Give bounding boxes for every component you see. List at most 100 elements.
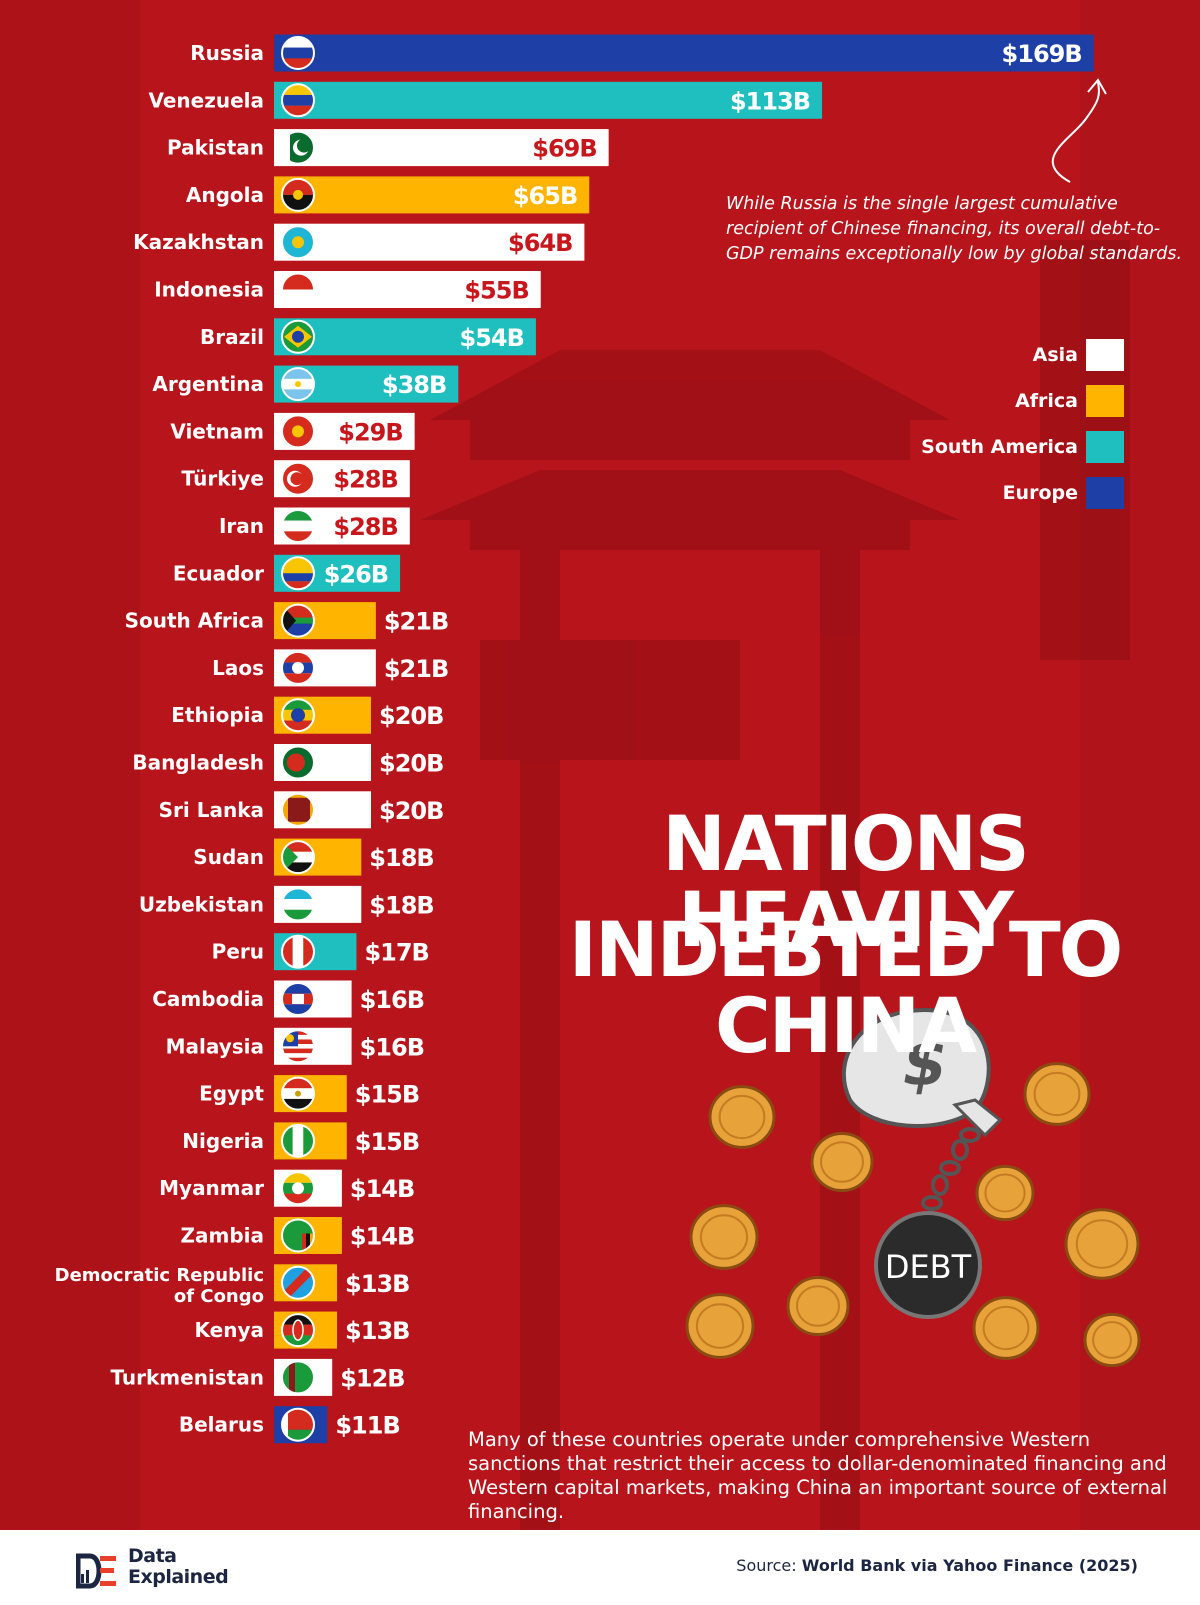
legend-swatch [1086, 477, 1124, 509]
legend-label: Asia [1032, 344, 1078, 366]
category-label: Indonesia [154, 278, 264, 302]
annotation-arrow [1051, 81, 1100, 183]
background-illustration: $ DEBT [0, 0, 1141, 1530]
legend-item-europe: Europe [1003, 477, 1124, 509]
category-label: Pakistan [167, 136, 264, 160]
category-label: Malaysia [166, 1034, 264, 1058]
uzbekistan-flag-icon [281, 887, 315, 922]
logo-line-1: Data [128, 1545, 177, 1567]
coin-icon [1064, 1208, 1140, 1280]
value-label: $15B [355, 1081, 419, 1109]
value-label: $11B [335, 1412, 399, 1440]
category-label: Russia [190, 41, 264, 65]
bar [274, 223, 585, 261]
indonesia-flag-icon [281, 272, 315, 307]
value-label: $64B [508, 229, 572, 257]
bar [274, 318, 536, 356]
category-label: Sri Lanka [159, 798, 264, 822]
value-label: $28B [333, 513, 397, 541]
bar-row: Ethiopia $20B [171, 696, 444, 734]
sudan-flag-icon [281, 840, 315, 875]
category-label: Uzbekistan [139, 892, 264, 916]
legend-item-asia: Asia [1033, 339, 1124, 371]
bar-row: Türkiye $28B [181, 460, 410, 498]
belarus-flag-icon [281, 1407, 315, 1442]
legend-label: South America [921, 436, 1078, 458]
bar-row: Myanmar $14B [159, 1169, 415, 1207]
bar-row: Vietnam $29B [170, 412, 415, 450]
value-label: $15B [355, 1128, 419, 1156]
category-label: Vietnam [170, 419, 264, 443]
bar-row: Russia $169B [190, 34, 1094, 72]
bar [274, 34, 1094, 72]
sanctions-annotation: Many of these countries operate under co… [468, 1428, 1168, 1523]
value-label: $17B [364, 939, 428, 967]
bar [274, 81, 823, 119]
ecuador-flag-icon [281, 556, 315, 591]
logo-text: Data Explained [128, 1545, 229, 1588]
chain-icon [921, 1127, 981, 1211]
bar-row: Ecuador $26B [173, 554, 401, 592]
value-label: $16B [360, 986, 424, 1014]
money-bag-icon [841, 1007, 991, 1128]
debt-ball-icon [874, 1211, 982, 1319]
ethiopia-flag-icon [281, 698, 315, 733]
value-label: $18B [369, 891, 433, 919]
bar-row: Pakistan $69B [167, 129, 609, 167]
chart-title-line-2: INDEBTED TO CHINA [568, 905, 1124, 1070]
bar [274, 176, 590, 214]
coin-icon [975, 1164, 1035, 1222]
bar-row: Kazakhstan $64B [133, 223, 585, 261]
category-label: Iran [219, 514, 264, 538]
logo-line-2: Explained [128, 1566, 229, 1588]
chart-title-line-1: NATIONS HEAVILY [662, 799, 1030, 964]
coin-icon [1083, 1312, 1141, 1368]
category-label: Belarus [179, 1413, 264, 1437]
value-label: $65B [513, 182, 577, 210]
value-label: $20B [379, 750, 443, 778]
category-label: Venezuela [148, 88, 264, 112]
value-label: $169B [1002, 40, 1082, 68]
category-label: Myanmar [159, 1176, 264, 1200]
cambodia-flag-icon [281, 982, 315, 1016]
value-label: $28B [333, 466, 397, 494]
bar-row: Egypt $15B [199, 1075, 420, 1113]
category-label: Egypt [199, 1082, 264, 1106]
value-label: $21B [384, 608, 448, 636]
nigeria-flag-icon [281, 1123, 315, 1158]
category-label: Cambodia [152, 987, 264, 1011]
turkmenistan-flag-icon [281, 1360, 315, 1395]
south-africa-flag-icon [281, 603, 315, 638]
bar-row: Uzbekistan $18B [139, 885, 435, 923]
value-label: $38B [382, 371, 446, 399]
value-label: $14B [350, 1223, 414, 1251]
value-label: $113B [730, 87, 810, 115]
category-label: Türkiye [181, 467, 264, 491]
bar-row: Laos $21B [212, 649, 449, 687]
data-explained-logo-icon [76, 1553, 116, 1589]
kazakhstan-flag-icon [281, 225, 315, 260]
sri-lanka-flag-icon [281, 792, 315, 827]
bar-row: Venezuela $113B [148, 81, 823, 119]
coin-icon [786, 1276, 850, 1336]
peru-flag-icon [281, 934, 315, 969]
bar-row: Brazil $54B [200, 318, 536, 356]
legend-item-south-america: South America [921, 431, 1124, 463]
bar-row: Kenya $13B [195, 1311, 410, 1349]
vietnam-flag-icon [281, 414, 315, 449]
coin-icon [685, 1293, 755, 1359]
bar [274, 271, 541, 308]
kenya-flag-icon [281, 1313, 315, 1348]
source-text: World Bank via Yahoo Finance (2025) [801, 1556, 1138, 1575]
category-label: Zambia [180, 1224, 264, 1248]
venezuela-flag-icon [281, 83, 315, 118]
value-label: $13B [345, 1270, 409, 1298]
egypt-flag-icon [281, 1076, 315, 1111]
category-label: Argentina [152, 372, 264, 396]
legend-label: Europe [1002, 482, 1078, 504]
brazil-flag-icon [281, 319, 315, 354]
legend-label: Africa [1015, 390, 1078, 412]
myanmar-flag-icon [281, 1171, 315, 1206]
category-label: Peru [212, 940, 264, 964]
legend-item-africa: Africa [1015, 385, 1124, 417]
